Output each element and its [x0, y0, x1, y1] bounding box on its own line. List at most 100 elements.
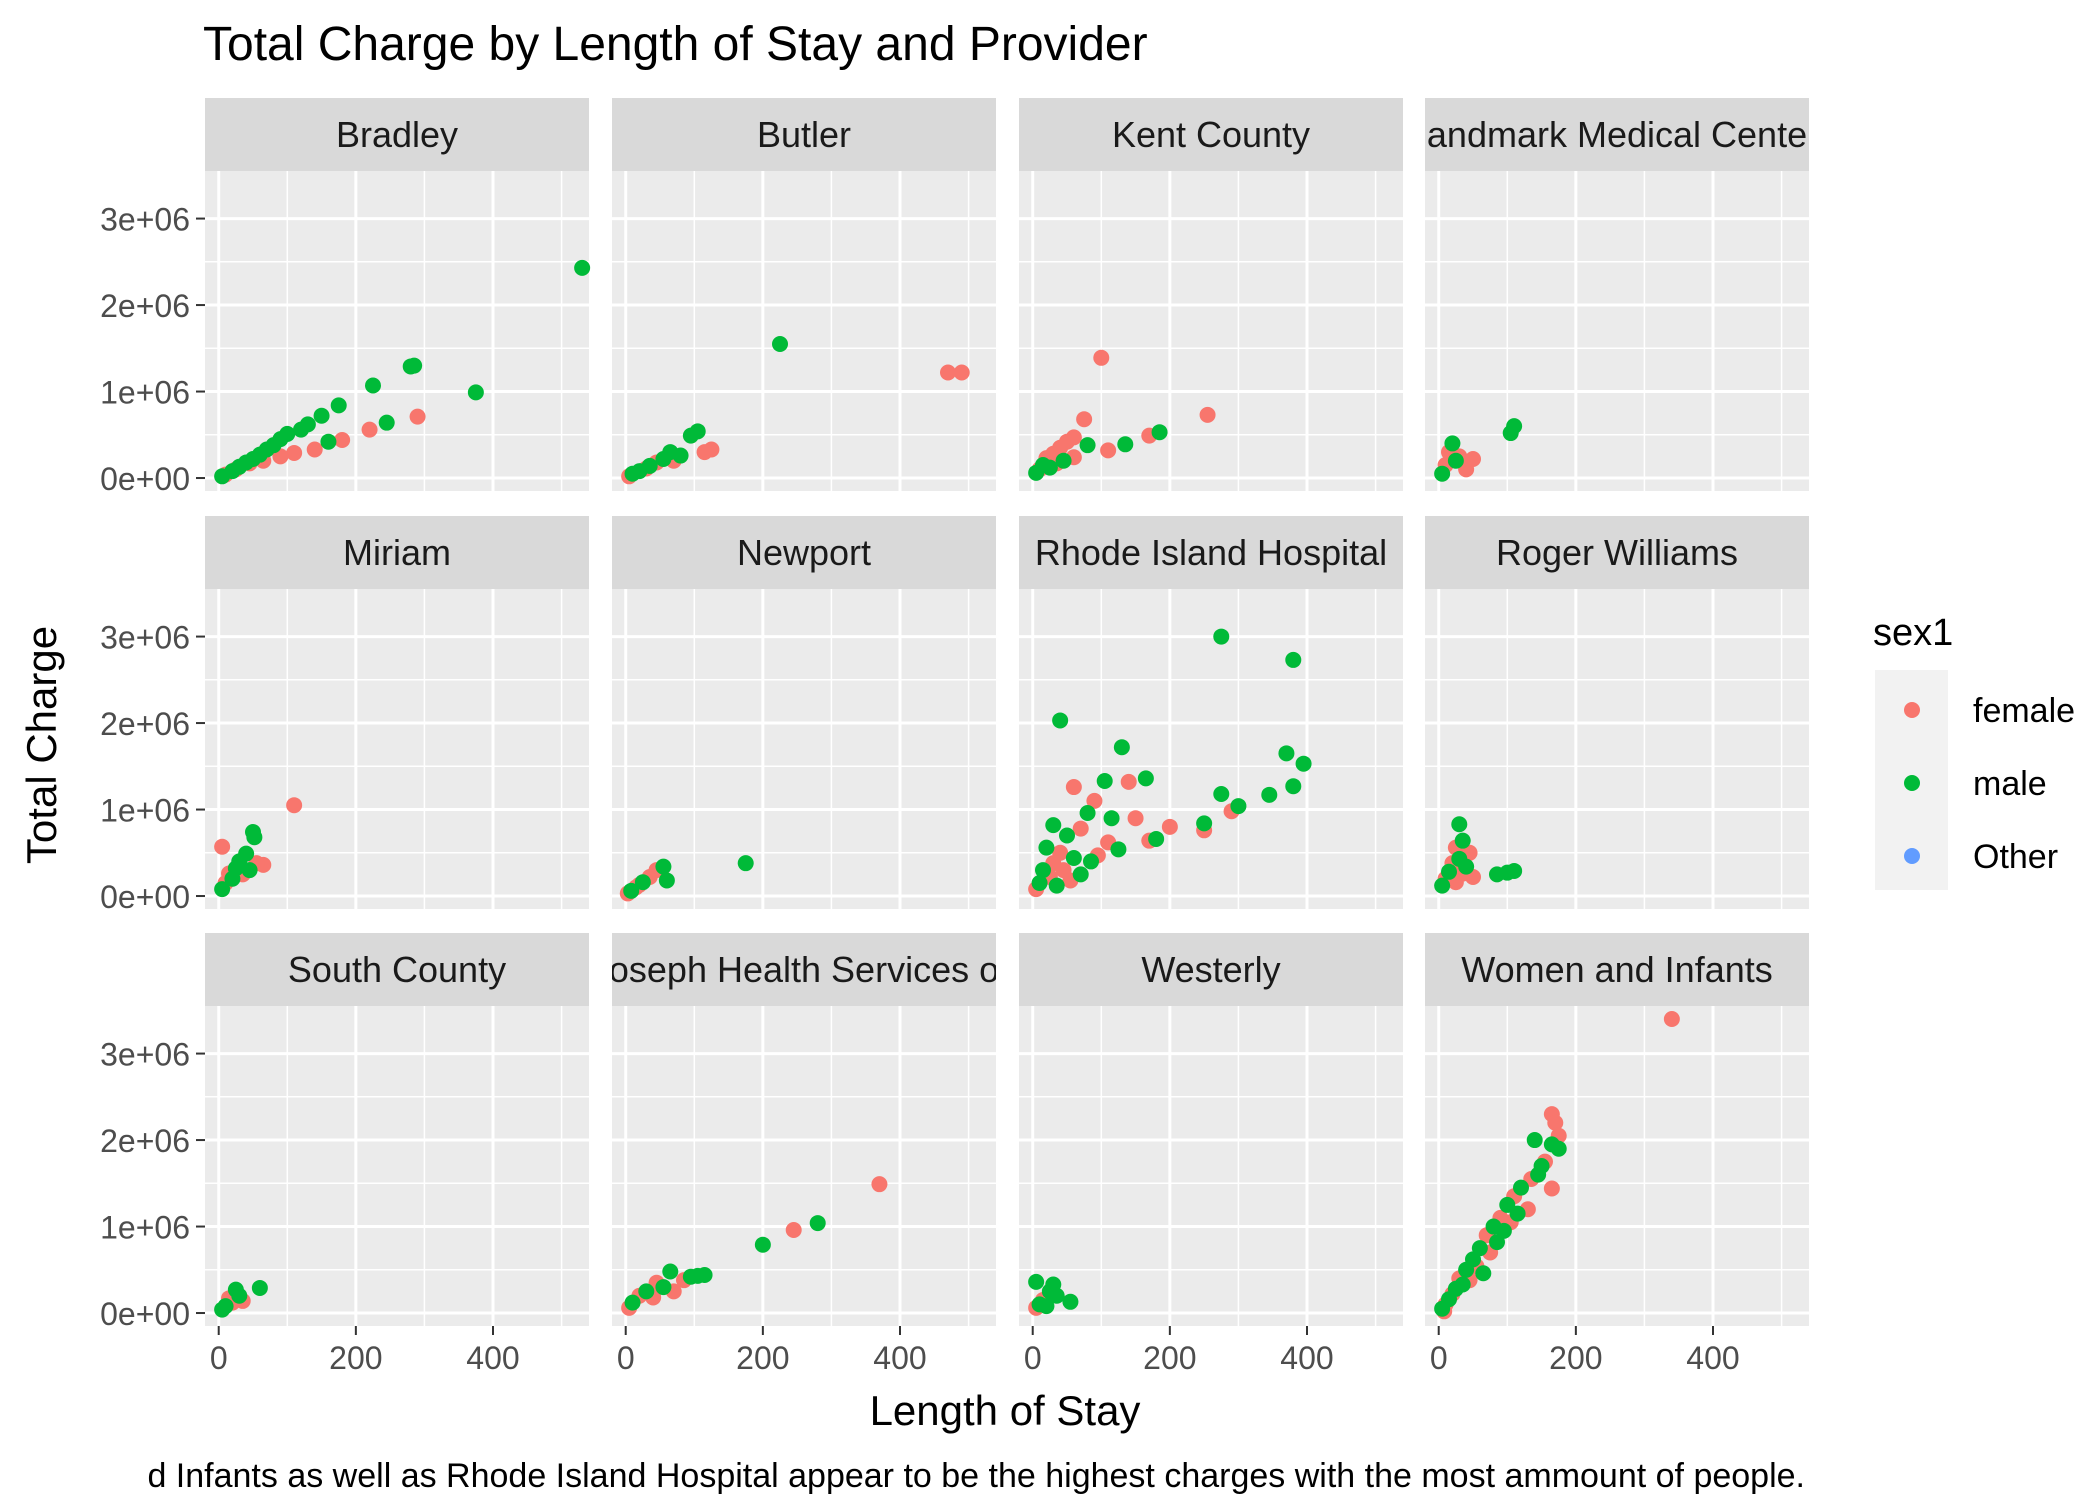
facet-strip — [612, 98, 996, 171]
data-point-male — [1285, 778, 1302, 795]
data-point-male — [1079, 805, 1096, 821]
panels-layer: Bradley 0e+00 1e+06 2e+06 3e+06 Butler Kent Co… — [100, 98, 1809, 1376]
data-point-male — [1278, 745, 1295, 762]
data-point-male — [1434, 877, 1451, 894]
data-point-male — [1434, 465, 1451, 482]
facet-strip — [205, 933, 589, 1006]
facet-panel-south-county: South County 0e+00 1e+06 2e+06 3e+06 0 200 400 — [100, 933, 589, 1376]
y-tick-label: 1e+06 — [100, 375, 190, 411]
data-point-male — [402, 358, 419, 375]
facet-strip — [205, 516, 589, 589]
data-point-female — [409, 408, 426, 425]
x-tick-label: 200 — [736, 1340, 789, 1376]
data-point-male — [1096, 773, 1113, 789]
data-point-male — [1444, 435, 1461, 452]
data-point-female — [953, 364, 970, 381]
data-point-male — [655, 451, 672, 467]
data-point-male — [1447, 452, 1464, 469]
data-point-male — [809, 1215, 826, 1232]
facet-panel-rhode-island-hospital: Rhode Island Hospital — [1019, 516, 1403, 909]
facet-strip-label: South County — [288, 949, 506, 990]
legend-label-male: male — [1973, 765, 2047, 803]
data-point-male — [1526, 1132, 1543, 1149]
data-point-female — [871, 1176, 888, 1193]
data-point-male — [1230, 798, 1247, 815]
facet-strip-label: Kent County — [1112, 114, 1310, 155]
data-point-male — [1550, 1140, 1567, 1157]
data-point-male — [1196, 815, 1213, 832]
data-point-male — [1458, 1261, 1475, 1278]
data-point-female — [1663, 1010, 1680, 1027]
data-point-male — [1083, 853, 1099, 870]
facet-strip-label: Westerly — [1141, 949, 1280, 990]
data-point-female — [286, 797, 303, 814]
data-point-male — [313, 407, 330, 424]
data-point-female — [286, 444, 303, 461]
facet-panel-oseph-health-services-o: oseph Health Services o 0 200 400 — [612, 933, 996, 1376]
facet-strip — [205, 98, 589, 171]
x-tick-label: 200 — [329, 1340, 382, 1376]
y-tick-label: 0e+00 — [100, 1296, 190, 1332]
panel-background — [205, 171, 589, 491]
y-tick-label: 2e+06 — [100, 706, 190, 742]
facet-panel-andmark-medical-cente: andmark Medical Cente — [1425, 98, 1809, 491]
data-point-female — [1127, 810, 1144, 827]
data-point-male — [1489, 866, 1505, 883]
facet-strip — [1019, 98, 1403, 171]
facet-strip-label: Miriam — [343, 532, 451, 573]
data-point-male — [1213, 628, 1230, 645]
data-point-male — [1028, 1273, 1045, 1290]
data-point-male — [1059, 827, 1075, 844]
facet-strip — [1425, 98, 1809, 171]
y-tick-label: 3e+06 — [100, 202, 190, 238]
data-point-male — [1072, 866, 1089, 883]
data-point-male — [623, 882, 640, 899]
data-point-male — [1151, 424, 1168, 441]
data-point-female — [1093, 349, 1110, 366]
data-point-male — [1035, 862, 1051, 879]
data-point-male — [1533, 1158, 1550, 1174]
data-point-male — [638, 1283, 655, 1300]
data-point-male — [1045, 817, 1062, 834]
panel-background — [1425, 171, 1809, 491]
legend-key-other — [1904, 848, 1920, 864]
facet-strip-label: Roger Williams — [1496, 532, 1738, 573]
data-point-male — [1065, 849, 1082, 866]
data-point-male — [1213, 785, 1230, 802]
data-point-male — [1038, 1298, 1055, 1315]
chart-title: Total Charge by Length of Stay and Provi… — [203, 18, 1148, 71]
data-point-male — [1285, 651, 1302, 668]
y-tick-label: 1e+06 — [100, 793, 190, 829]
x-tick-label: 200 — [1143, 1340, 1196, 1376]
data-point-male — [624, 1294, 641, 1311]
x-tick-label: 400 — [1686, 1340, 1739, 1376]
data-point-male — [1295, 755, 1312, 772]
data-point-male — [1055, 452, 1072, 469]
data-point-male — [682, 427, 699, 444]
data-point-male — [1048, 877, 1065, 894]
facet-panel-miriam: Miriam 0e+00 1e+06 2e+06 3e+06 — [100, 516, 589, 915]
data-point-male — [754, 1236, 771, 1253]
legend: sex1 female male Other — [1873, 612, 2075, 890]
panel-background — [1019, 589, 1403, 909]
x-tick-label: 400 — [1280, 1340, 1333, 1376]
data-point-female — [1065, 779, 1082, 796]
data-point-male — [214, 1301, 231, 1318]
data-point-male — [1261, 786, 1278, 803]
data-point-male — [772, 335, 788, 352]
data-point-female — [1072, 820, 1089, 837]
data-point-male — [1513, 1179, 1529, 1196]
y-tick-label: 2e+06 — [100, 1123, 190, 1159]
data-point-male — [1489, 1234, 1505, 1251]
data-point-male — [293, 421, 309, 438]
facet-strip — [1425, 933, 1809, 1006]
data-point-female — [1465, 451, 1481, 467]
panel-background — [1425, 589, 1809, 909]
data-point-male — [214, 468, 231, 485]
data-point-male — [1137, 770, 1154, 787]
facet-strip-label: Rhode Island Hospital — [1035, 532, 1387, 573]
data-point-male — [682, 1268, 699, 1285]
data-point-male — [1117, 436, 1134, 453]
x-tick-label: 0 — [1024, 1340, 1042, 1376]
